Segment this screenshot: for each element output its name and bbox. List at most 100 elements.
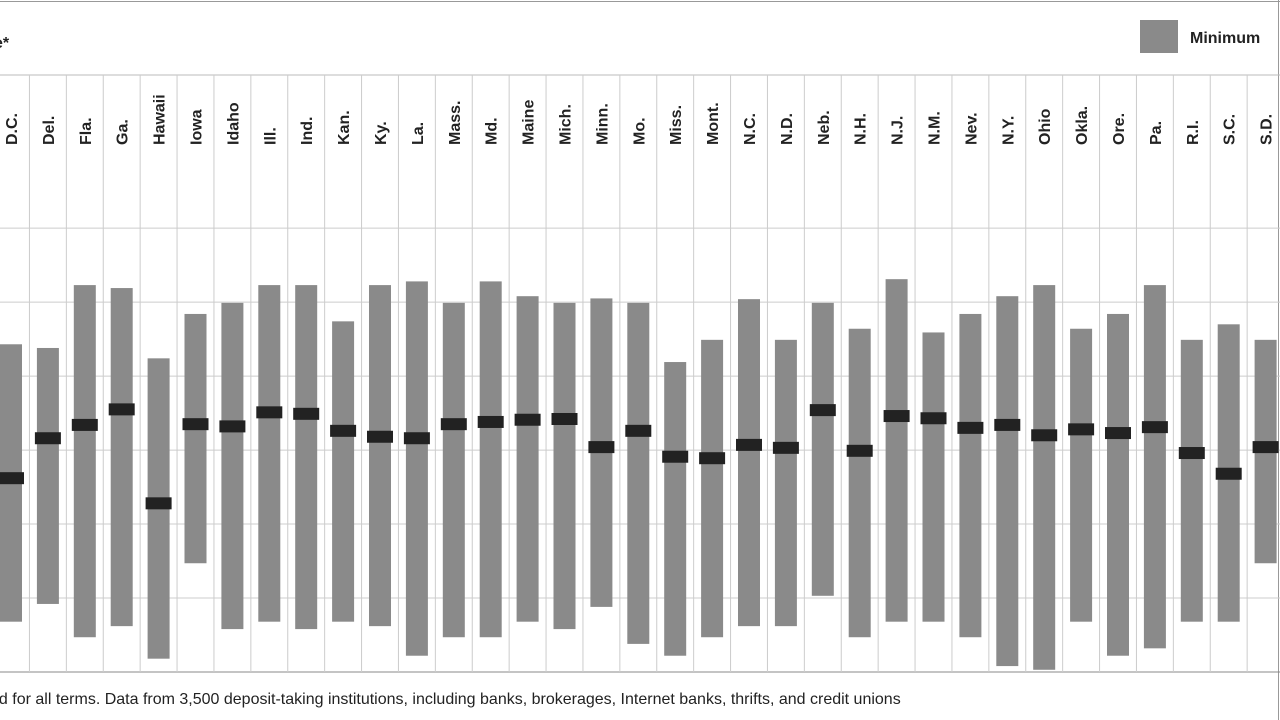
x-tick-label: Miss.	[668, 105, 685, 145]
average-marker	[0, 472, 24, 485]
range-bar	[959, 313, 982, 638]
average-marker	[809, 404, 836, 417]
x-tick-label: Md.	[484, 117, 501, 145]
x-tick-label: Del.	[41, 116, 58, 145]
average-marker	[71, 418, 98, 431]
range-bar	[36, 347, 59, 604]
average-marker	[625, 424, 652, 437]
average-marker	[957, 421, 984, 434]
average-marker	[293, 407, 320, 420]
range-bar	[811, 302, 834, 596]
range-bar	[221, 302, 244, 630]
range-bar	[738, 299, 760, 627]
x-tick-label: N.H.	[853, 113, 870, 145]
range-bar	[1107, 313, 1129, 656]
range-bar	[479, 281, 502, 638]
x-tick-label: N.D.	[779, 113, 796, 145]
average-marker	[403, 432, 430, 445]
x-tick-label: Mich.	[558, 104, 575, 145]
range-bar	[996, 296, 1019, 667]
x-tick-label: S.D.	[1259, 114, 1276, 145]
average-marker	[846, 444, 873, 457]
range-bar	[184, 313, 207, 564]
average-marker	[772, 441, 799, 454]
x-tick-label: Hawaii	[152, 94, 169, 145]
x-tick-label: Okla.	[1074, 106, 1091, 145]
average-marker	[256, 406, 283, 419]
range-bar	[848, 328, 871, 638]
x-tick-label: N.Y.	[1000, 116, 1017, 145]
average-marker	[34, 432, 61, 445]
average-marker	[514, 413, 541, 426]
x-tick-label: Maine	[521, 100, 538, 145]
range-bar	[442, 302, 465, 638]
range-bar	[627, 302, 650, 644]
average-marker	[1031, 429, 1058, 442]
x-tick-label: Minn.	[594, 103, 611, 145]
range-bar	[369, 285, 391, 627]
legend-swatch	[1140, 20, 1178, 53]
average-marker	[1141, 421, 1168, 434]
range-bar	[701, 339, 724, 638]
x-tick-label: Nev.	[963, 112, 980, 145]
range-bar	[774, 339, 797, 627]
x-tick-label: Ill.	[262, 127, 279, 145]
x-tick-label: N.J.	[890, 116, 907, 145]
x-tick-label: R.I.	[1185, 120, 1202, 145]
average-marker	[108, 403, 135, 416]
average-marker	[1068, 423, 1095, 436]
range-bar	[885, 279, 908, 622]
x-tick-label: N.M.	[927, 111, 944, 145]
x-tick-label: S.C.	[1222, 114, 1239, 145]
range-bar	[332, 321, 355, 622]
average-marker	[477, 415, 504, 428]
range-bar	[1143, 285, 1166, 649]
average-marker	[588, 441, 615, 454]
x-tick-label: Ind.	[299, 117, 316, 145]
x-tick-label: Ore.	[1111, 113, 1128, 145]
average-marker	[440, 418, 467, 431]
average-marker	[883, 410, 910, 423]
x-tick-label: Mont.	[705, 102, 722, 145]
chart-title: e*	[0, 35, 10, 52]
average-marker	[1215, 467, 1242, 480]
range-bar	[258, 285, 281, 622]
range-bar	[405, 281, 428, 656]
x-tick-label: La.	[410, 122, 427, 145]
range-bar	[1180, 339, 1203, 622]
x-tick-label: Kan.	[336, 110, 353, 145]
x-tick-label: Ohio	[1037, 108, 1054, 145]
average-marker	[1252, 441, 1279, 454]
x-tick-label: Fla.	[78, 117, 95, 145]
average-marker	[1105, 427, 1131, 440]
x-tick-label: Idaho	[225, 102, 242, 145]
range-bar	[922, 332, 945, 622]
average-marker	[182, 418, 209, 431]
x-tick-label: Mass.	[447, 101, 464, 145]
average-marker	[699, 452, 726, 465]
range-bar	[1070, 328, 1093, 622]
average-marker	[1178, 447, 1205, 460]
x-tick-label: Ga.	[115, 119, 132, 145]
average-marker	[367, 430, 393, 443]
average-marker	[219, 420, 246, 433]
x-tick-label: Iowa	[189, 109, 206, 145]
x-tick-label: Neb.	[816, 110, 833, 145]
x-tick-label: Pa.	[1148, 121, 1165, 145]
footnote: ed for all terms. Data from 3,500 deposi…	[0, 691, 901, 708]
average-marker	[662, 450, 689, 463]
range-bar	[664, 362, 687, 656]
average-marker	[330, 424, 357, 437]
legend-label: Minimum	[1190, 30, 1260, 47]
average-marker	[145, 497, 172, 510]
x-tick-label: D.C.	[4, 113, 21, 145]
average-marker	[736, 438, 762, 451]
average-marker	[920, 412, 947, 425]
x-tick-label: Ky.	[373, 121, 390, 145]
average-marker	[994, 418, 1021, 431]
x-tick-label: Mo.	[631, 117, 648, 145]
range-bar	[73, 285, 96, 638]
average-marker	[551, 412, 578, 425]
range-bar	[295, 285, 318, 630]
